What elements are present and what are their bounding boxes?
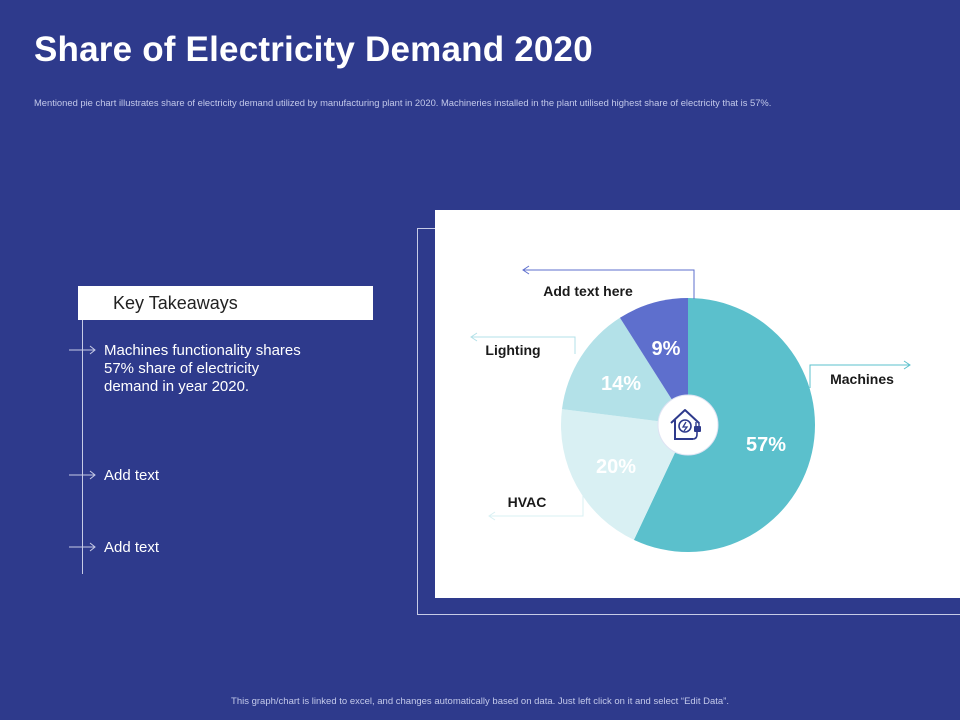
pct-machines: 57%	[746, 434, 786, 456]
takeaway-item-1: Machines functionality shares 57% share …	[104, 342, 301, 395]
leader-lines	[470, 265, 911, 521]
label-lighting: Lighting	[485, 342, 540, 358]
pie-slice-hvac[interactable]	[561, 409, 688, 540]
pct-add-text-here: 9%	[652, 338, 681, 360]
key-takeaways-header: Key Takeaways	[78, 286, 373, 320]
pie-slice-lighting[interactable]	[562, 317, 688, 425]
label-hvac: HVAC	[508, 494, 547, 510]
page-subtitle: Mentioned pie chart illustrates share of…	[34, 97, 772, 108]
page-title: Share of Electricity Demand 2020	[34, 30, 593, 69]
house-plug-icon	[657, 394, 719, 456]
key-takeaways-title: Key Takeaways	[113, 293, 238, 313]
pct-hvac: 20%	[596, 456, 636, 478]
takeaway-arrow-icon	[69, 470, 96, 480]
pct-lighting: 14%	[601, 373, 641, 395]
pie-slice-add-text-here[interactable]	[619, 298, 688, 425]
takeaway-item-2: Add text	[104, 467, 160, 484]
takeaway-arrow-icon	[69, 345, 96, 355]
takeaway-arrow-icon	[69, 542, 96, 552]
label-machines: Machines	[830, 371, 894, 387]
takeaway-item-3: Add text	[104, 539, 160, 556]
pie-chart[interactable]: Add text here Lighting HVAC Machines 57%…	[435, 210, 960, 598]
pie-slice-machines[interactable]	[633, 298, 815, 552]
takeaways-divider	[82, 320, 83, 574]
label-add-text-here: Add text here	[543, 283, 633, 299]
chart-panel[interactable]: Add text here Lighting HVAC Machines 57%…	[435, 210, 960, 598]
footer-note: This graph/chart is linked to excel, and…	[231, 696, 729, 707]
